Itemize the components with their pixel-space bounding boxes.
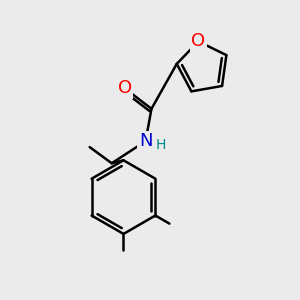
Text: N: N (139, 132, 152, 150)
Text: O: O (118, 79, 132, 97)
Text: O: O (191, 32, 206, 50)
Text: H: H (156, 138, 166, 152)
